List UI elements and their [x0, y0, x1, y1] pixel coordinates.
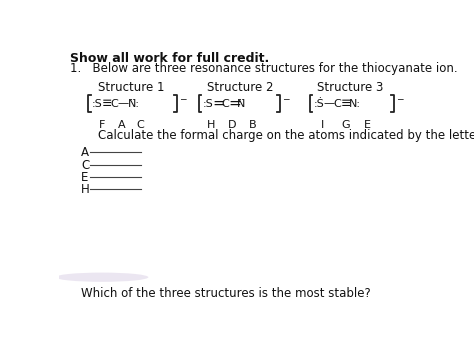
Text: E: E	[364, 120, 371, 130]
Text: Show all work for full credit.: Show all work for full credit.	[70, 52, 269, 65]
Text: A: A	[118, 120, 125, 130]
Text: Which of the three structures is the most stable?: Which of the three structures is the mos…	[81, 287, 371, 300]
Text: —: —	[324, 98, 335, 109]
Text: C: C	[137, 120, 145, 130]
Text: F: F	[99, 120, 105, 130]
Text: Structure 2: Structure 2	[207, 81, 273, 94]
Text: —: —	[118, 98, 128, 109]
Ellipse shape	[55, 273, 148, 282]
Text: B: B	[248, 120, 256, 130]
Text: :S: :S	[202, 98, 213, 109]
Text: C: C	[81, 158, 89, 172]
Text: =: =	[213, 96, 226, 111]
Text: I: I	[321, 120, 324, 130]
Text: −: −	[179, 94, 186, 103]
Text: Calculate the formal charge on the atoms indicated by the letters below.: Calculate the formal charge on the atoms…	[98, 129, 474, 142]
Text: ≡: ≡	[341, 97, 351, 110]
Text: N̈:: N̈:	[128, 98, 139, 109]
Text: ≡: ≡	[102, 97, 112, 110]
Text: G: G	[341, 120, 349, 130]
Text: =: =	[228, 96, 241, 111]
Text: Structure 1: Structure 1	[98, 81, 164, 94]
Text: C: C	[221, 98, 229, 109]
Text: H: H	[81, 183, 90, 196]
Text: −: −	[396, 94, 403, 103]
Text: H: H	[207, 120, 215, 130]
Text: C: C	[334, 98, 341, 109]
Text: C: C	[110, 98, 118, 109]
Text: N̈: N̈	[237, 98, 245, 109]
Text: E: E	[81, 171, 88, 184]
Text: A: A	[81, 146, 89, 159]
Text: Structure 3: Structure 3	[317, 81, 383, 94]
Text: :S: :S	[92, 98, 102, 109]
Text: 1.   Below are three resonance structures for the thiocyanate ion.: 1. Below are three resonance structures …	[70, 62, 458, 76]
Text: N:: N:	[349, 98, 361, 109]
Text: :Ṡ: :Ṡ	[313, 98, 324, 109]
Text: D: D	[228, 120, 237, 130]
Text: −: −	[282, 94, 289, 103]
